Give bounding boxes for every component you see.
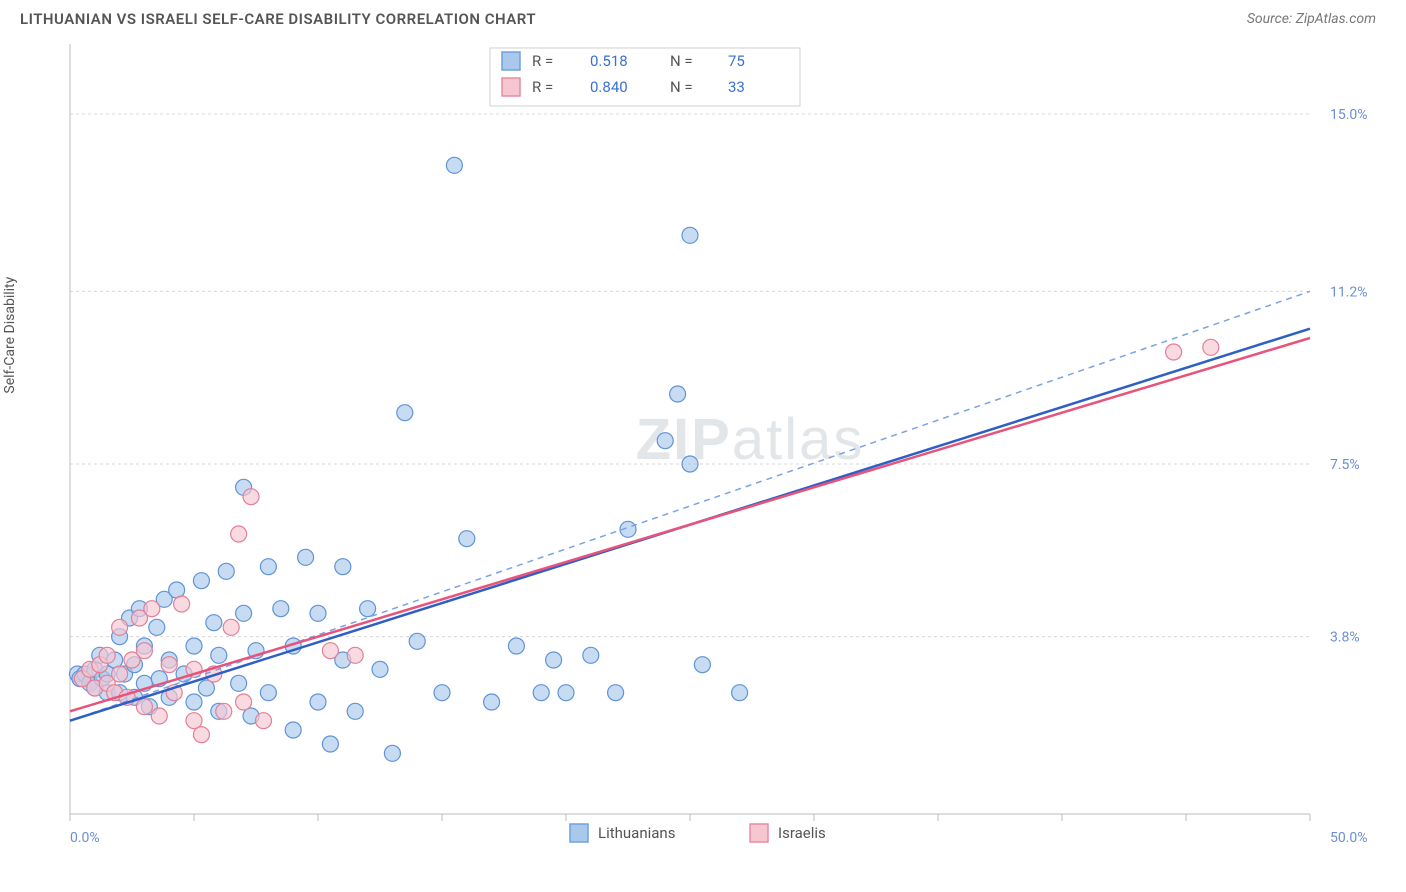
- data-point: [149, 619, 165, 635]
- source-prefix: Source:: [1247, 11, 1296, 27]
- data-point: [446, 157, 462, 173]
- x-max-label: 50.0%: [1330, 830, 1368, 846]
- data-point: [193, 727, 209, 743]
- data-point: [112, 619, 128, 635]
- data-point: [533, 685, 549, 701]
- y-tick-label: 7.5%: [1330, 457, 1360, 473]
- legend-series-label: Israelis: [778, 824, 826, 842]
- data-point: [732, 685, 748, 701]
- data-point: [260, 685, 276, 701]
- data-point: [384, 745, 400, 761]
- legend-r-value: 0.518: [590, 52, 628, 70]
- data-point: [186, 638, 202, 654]
- data-point: [161, 657, 177, 673]
- source-attribution: Source: ZipAtlas.com: [1247, 11, 1376, 27]
- data-point: [546, 652, 562, 668]
- data-point: [231, 526, 247, 542]
- y-tick-label: 3.8%: [1330, 630, 1360, 646]
- data-point: [682, 227, 698, 243]
- data-point: [583, 647, 599, 663]
- data-point: [216, 703, 232, 719]
- legend-n-value: 33: [728, 78, 745, 96]
- data-point: [670, 386, 686, 402]
- data-point: [243, 489, 259, 505]
- data-point: [186, 694, 202, 710]
- legend-r-label: R =: [532, 52, 553, 70]
- legend-swatch: [502, 78, 520, 96]
- data-point: [1203, 339, 1219, 355]
- data-point: [484, 694, 500, 710]
- data-point: [231, 675, 247, 691]
- data-point: [322, 643, 338, 659]
- data-point: [409, 633, 425, 649]
- legend-n-label: N =: [670, 78, 693, 96]
- x-min-label: 0.0%: [70, 830, 100, 846]
- data-point: [360, 601, 376, 617]
- y-axis-label: Self-Care Disability: [2, 277, 18, 394]
- legend-swatch: [570, 824, 588, 842]
- legend-swatch: [502, 52, 520, 70]
- source-name: ZipAtlas.com: [1296, 11, 1376, 27]
- data-point: [347, 647, 363, 663]
- data-point: [347, 703, 363, 719]
- legend-swatch: [750, 824, 768, 842]
- chart-title: LITHUANIAN VS ISRAELI SELF-CARE DISABILI…: [20, 10, 536, 28]
- data-point: [694, 657, 710, 673]
- data-point: [255, 713, 271, 729]
- data-point: [372, 661, 388, 677]
- data-point: [335, 559, 351, 575]
- data-point: [223, 619, 239, 635]
- legend-r-label: R =: [532, 78, 553, 96]
- data-point: [657, 433, 673, 449]
- data-point: [151, 708, 167, 724]
- data-point: [310, 694, 326, 710]
- y-tick-label: 11.2%: [1330, 284, 1368, 300]
- data-point: [434, 685, 450, 701]
- legend-r-value: 0.840: [590, 78, 628, 96]
- data-point: [608, 685, 624, 701]
- data-point: [136, 699, 152, 715]
- series-legend: Lithuanians Israelis: [570, 824, 826, 842]
- legend-n-label: N =: [670, 52, 693, 70]
- data-point: [285, 722, 301, 738]
- data-point: [508, 638, 524, 654]
- data-point: [236, 694, 252, 710]
- data-point: [1166, 344, 1182, 360]
- chart-container: Self-Care Disability 3.8%7.5%11.2%15.0%0…: [20, 34, 1386, 854]
- data-point: [298, 549, 314, 565]
- data-point: [459, 531, 475, 547]
- legend-series-label: Lithuanians: [598, 824, 675, 842]
- data-point: [174, 596, 190, 612]
- data-point: [206, 615, 222, 631]
- data-point: [322, 736, 338, 752]
- y-tick-label: 15.0%: [1330, 107, 1368, 123]
- data-point: [273, 601, 289, 617]
- data-point: [397, 405, 413, 421]
- data-point: [236, 605, 252, 621]
- data-point: [112, 666, 128, 682]
- data-point: [682, 456, 698, 472]
- data-point: [99, 647, 115, 663]
- data-point: [310, 605, 326, 621]
- data-point: [558, 685, 574, 701]
- data-point: [218, 563, 234, 579]
- scatter-chart: 3.8%7.5%11.2%15.0%0.0%50.0%ZIPatlasR =0.…: [20, 34, 1386, 854]
- trendline-israelis: [70, 338, 1310, 711]
- data-point: [193, 573, 209, 589]
- data-point: [260, 559, 276, 575]
- data-point: [211, 647, 227, 663]
- legend-n-value: 75: [728, 52, 745, 70]
- data-point: [144, 601, 160, 617]
- data-point: [136, 643, 152, 659]
